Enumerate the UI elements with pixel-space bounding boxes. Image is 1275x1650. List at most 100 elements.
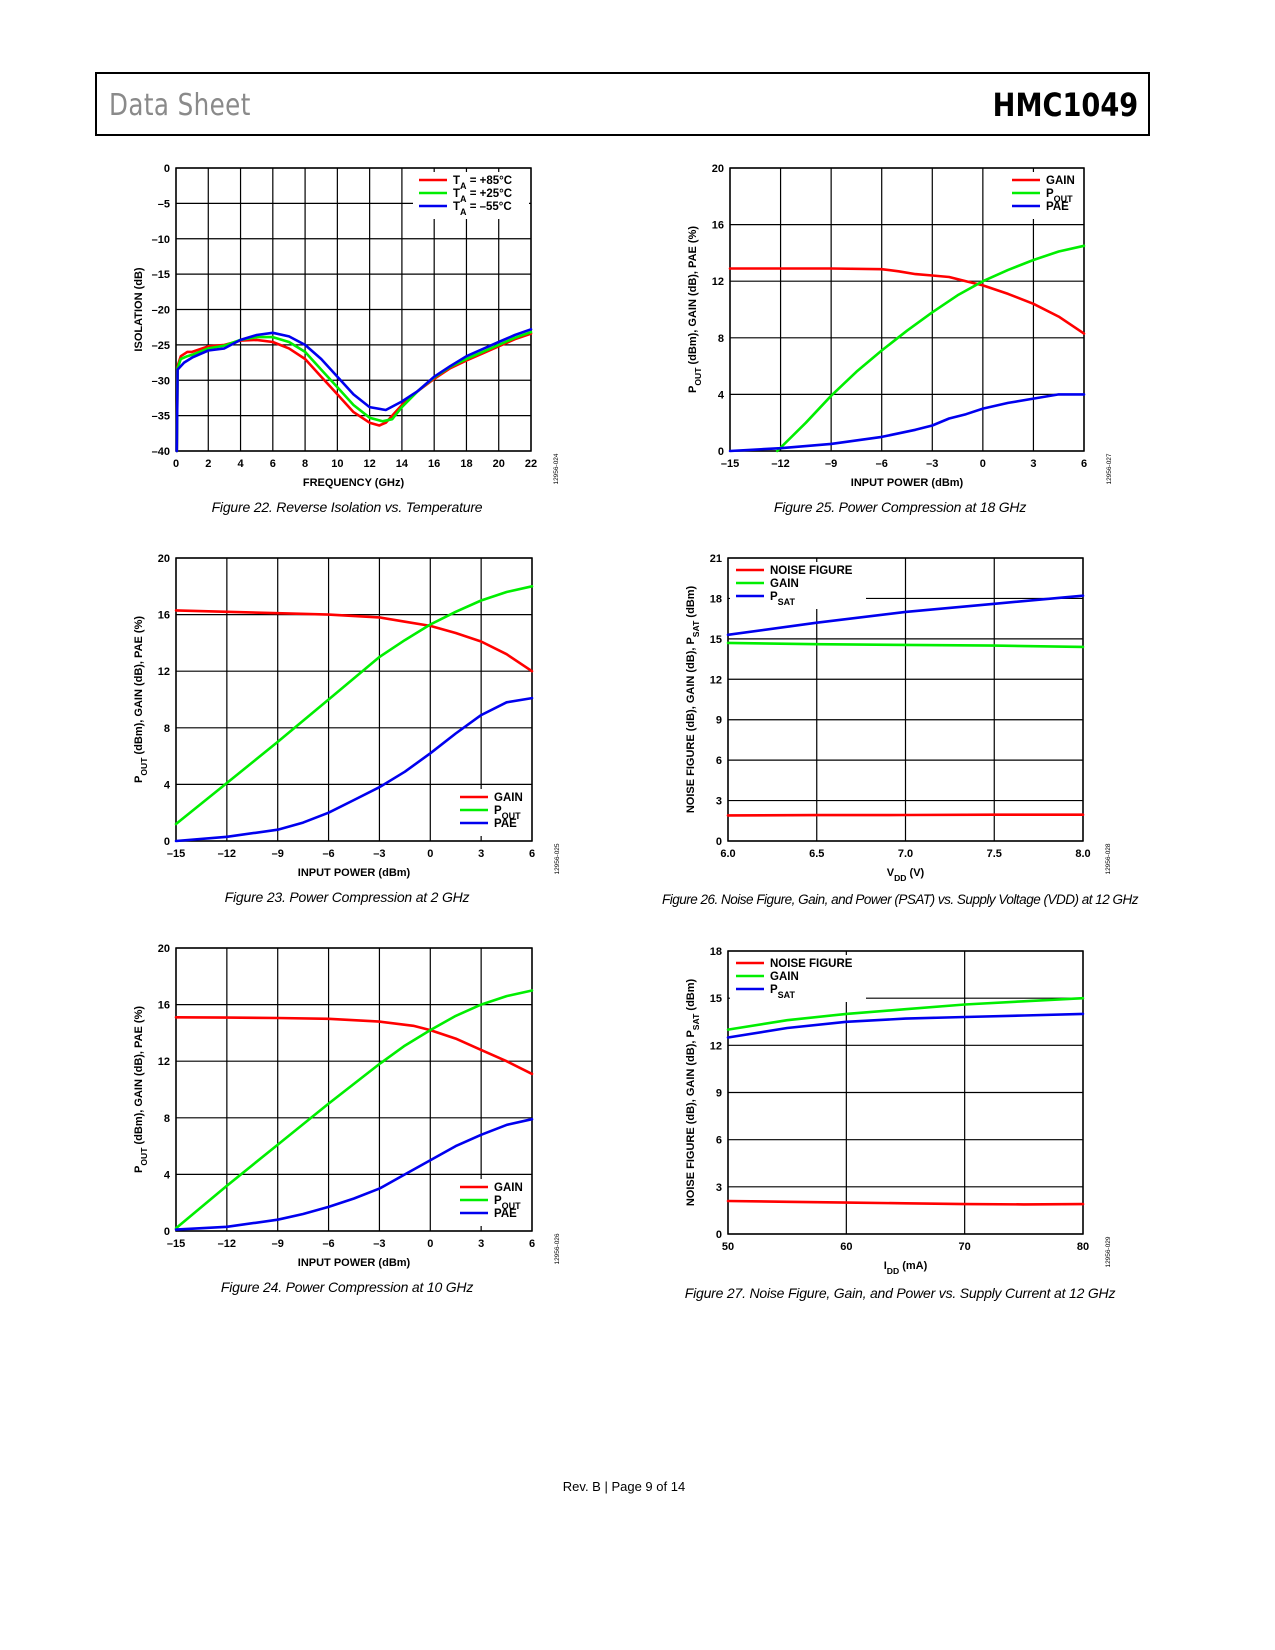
label-text: PAE	[1046, 201, 1069, 213]
y-tick-label: 12	[712, 276, 724, 288]
x-tick-label: –3	[373, 848, 385, 860]
label-text: INPUT POWER (dBm)	[298, 867, 411, 879]
series-line	[174, 609, 534, 673]
x-tick-label: –12	[218, 848, 236, 860]
x-tick-label: 0	[173, 458, 179, 470]
series-line	[726, 641, 1085, 649]
x-tick-label: 18	[460, 458, 472, 470]
label-text: NOISE FIGURE (dB), GAIN (dB), P	[685, 637, 697, 813]
series-line	[174, 584, 534, 826]
y-tick-label: 8	[164, 723, 170, 735]
y-tick-label: 6	[716, 755, 722, 767]
x-axis-label: VDD (V)	[887, 867, 925, 883]
legend-label: POUT	[494, 1195, 521, 1211]
label-text: T	[453, 175, 460, 187]
y-tick-label: 3	[716, 796, 722, 808]
x-tick-label: –6	[322, 848, 334, 860]
label-text: PAE	[494, 1208, 517, 1220]
label-text: (dBm), GAIN (dB), PAE (%)	[133, 616, 145, 758]
y-tick-label: –30	[152, 375, 170, 387]
y-tick-label: 16	[158, 610, 170, 622]
chart-svg: –15 –12 –9 –6 –3 0 3 6 0 4 8 12 16 20 INPUT POWER (dBm…	[133, 553, 561, 879]
figure-caption: Figure 23. Power Compression at 2 GHz	[224, 889, 470, 905]
header-section-title: Data Sheet	[109, 88, 251, 123]
y-tick-label: 0	[164, 1226, 170, 1238]
chart-reverse-isolation: 0 2 4 6 8 10 12 14 16 18 20 22 –40 –35 –30 –25 –20 –15 –10…	[133, 163, 560, 489]
x-tick-label: –6	[322, 1238, 334, 1250]
plot-frame	[727, 557, 1084, 842]
y-tick-label: 18	[710, 593, 722, 605]
x-tick-label: 6	[529, 1238, 535, 1250]
plot-frame	[175, 167, 532, 452]
figure-caption: Figure 24. Power Compression at 10 GHz	[220, 1279, 474, 1295]
legend-label: PAE	[1046, 201, 1069, 213]
label-text: P	[133, 1166, 145, 1173]
subscript-text: A	[460, 194, 467, 204]
chart-nf-gain-psat-vs-vdd: 6.0 6.5 7.0 7.5 8.0 0 3 6 9 12 15 18 21 VDD (V) NOISE …	[685, 553, 1112, 883]
legend-label: NOISE FIGURE	[770, 565, 853, 577]
subscript-text: SAT	[778, 990, 796, 1000]
y-axis-label: NOISE FIGURE (dB), GAIN (dB), PSAT (dBm)	[685, 978, 701, 1206]
subscript-text: OUT	[502, 811, 521, 821]
x-tick-label: –9	[825, 458, 837, 470]
label-text: (dBm), GAIN (dB), PAE (%)	[133, 1006, 145, 1148]
y-tick-label: 6	[716, 1135, 722, 1147]
x-tick-label: 8	[302, 458, 308, 470]
y-tick-label: –20	[152, 305, 170, 317]
y-tick-label: 4	[164, 1169, 171, 1181]
legend-label: TA = +25°C	[453, 188, 512, 204]
y-tick-label: 0	[164, 836, 170, 848]
series-line	[726, 1199, 1085, 1206]
figure-caption: Figure 27. Noise Figure, Gain, and Power…	[684, 1285, 1116, 1301]
label-text: P	[687, 386, 699, 393]
subscript-text: OUT	[693, 367, 703, 386]
figure-code: 12956-024	[553, 453, 560, 484]
series-line	[175, 330, 533, 453]
x-tick-label: 6.0	[720, 848, 735, 860]
y-tick-label: 20	[158, 943, 170, 955]
x-tick-label: –15	[167, 1238, 185, 1250]
legend-label: GAIN	[770, 971, 799, 983]
y-tick-label: 16	[158, 1000, 170, 1012]
series-line	[175, 328, 533, 453]
x-axis-label: FREQUENCY (GHz)	[303, 477, 405, 489]
y-axis-label: POUT (dBm), GAIN (dB), PAE (%)	[133, 1006, 149, 1173]
y-tick-label: –15	[152, 269, 170, 281]
y-tick-label: 4	[718, 389, 725, 401]
series-line	[728, 393, 1086, 453]
chart-power-compression-2ghz: –15 –12 –9 –6 –3 0 3 6 0 4 8 12 16 20 INPUT POWER (dBm…	[133, 553, 561, 879]
subscript-text: SAT	[691, 620, 701, 637]
x-axis-label: INPUT POWER (dBm)	[298, 867, 411, 879]
x-tick-label: –12	[218, 1238, 236, 1250]
label-text: (dBm)	[685, 585, 697, 620]
label-text: T	[453, 201, 460, 213]
subscript-text: DD	[894, 873, 906, 883]
y-tick-label: 0	[716, 1229, 722, 1241]
y-tick-label: 12	[158, 666, 170, 678]
label-text: INPUT POWER (dBm)	[851, 477, 964, 489]
label-text: FREQUENCY (GHz)	[303, 477, 405, 489]
series-line	[726, 1012, 1085, 1039]
legend-label: GAIN	[494, 792, 523, 804]
y-tick-label: 4	[164, 779, 171, 791]
subscript-text: OUT	[1054, 194, 1073, 204]
subscript-text: A	[460, 207, 467, 217]
x-tick-label: 16	[428, 458, 440, 470]
subscript-text: A	[460, 181, 467, 191]
label-text: GAIN	[770, 971, 799, 983]
legend-label: PAE	[494, 818, 517, 830]
figure-code: 12956-029	[1105, 1236, 1112, 1267]
x-tick-label: 80	[1077, 1241, 1089, 1253]
page-footer: Rev. B | Page 9 of 14	[562, 1479, 686, 1494]
label-text: P	[133, 776, 145, 783]
y-tick-label: 0	[164, 163, 170, 175]
legend-label: POUT	[1046, 188, 1073, 204]
figure-code: 12956-027	[1106, 453, 1113, 484]
x-tick-label: 22	[525, 458, 537, 470]
x-axis-label: IDD (mA)	[884, 1260, 928, 1276]
label-text: P	[494, 805, 502, 817]
chart-svg: 0 2 4 6 8 10 12 14 16 18 20 22 –40 –35 –30 –25 –20 –15 –10…	[133, 163, 560, 489]
